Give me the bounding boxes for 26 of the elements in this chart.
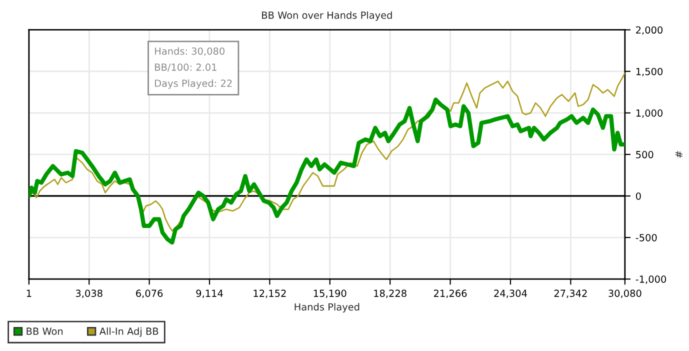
annotation: Days Played: 22 bbox=[155, 79, 232, 89]
x-tick-label: 24,304 bbox=[494, 290, 527, 298]
x-tick-label: 6,076 bbox=[136, 290, 163, 298]
legend-label: All-In Adj BB bbox=[99, 327, 158, 337]
y-tick-label: 2,000 bbox=[636, 26, 663, 35]
y-tick-label: 1,500 bbox=[636, 68, 663, 76]
x-tick-label: 9,114 bbox=[196, 290, 223, 298]
y-tick-label: 500 bbox=[636, 150, 654, 158]
x-axis-title: Hands Played bbox=[294, 303, 360, 312]
annotation: Hands: 30,080 bbox=[155, 47, 224, 56]
x-tick-label: 21,266 bbox=[434, 290, 467, 298]
legend-label: BB Won bbox=[26, 328, 63, 335]
y-tick-label: 1,000 bbox=[636, 109, 663, 118]
y-axis-title: # bbox=[675, 151, 682, 158]
annotation: BB/100: 2.01 bbox=[155, 64, 216, 72]
x-tick-label: 27,342 bbox=[554, 290, 587, 298]
x-tick-label: 1 bbox=[26, 290, 32, 297]
x-tick-label: 15,190 bbox=[314, 290, 346, 298]
y-tick-label: -1,000 bbox=[636, 276, 666, 284]
x-tick-label: 12,152 bbox=[254, 290, 286, 298]
y-tick-label: 0 bbox=[636, 192, 641, 200]
y-tick-label: -500 bbox=[636, 234, 657, 242]
x-tick-label: 18,228 bbox=[374, 290, 406, 298]
chart-title: BB Won over Hands Played bbox=[262, 11, 392, 21]
x-tick-label: 3,038 bbox=[76, 290, 102, 298]
x-tick-label: 30,080 bbox=[608, 290, 642, 298]
